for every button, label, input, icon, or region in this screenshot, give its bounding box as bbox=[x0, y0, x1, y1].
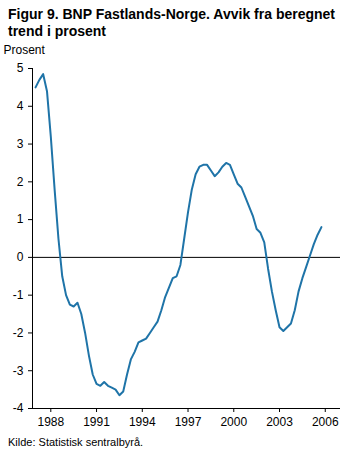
svg-text:3: 3 bbox=[17, 137, 24, 151]
svg-text:-3: -3 bbox=[13, 364, 24, 378]
svg-text:Prosent: Prosent bbox=[4, 43, 46, 57]
svg-text:2006: 2006 bbox=[312, 415, 339, 429]
svg-text:1994: 1994 bbox=[129, 415, 156, 429]
svg-text:1991: 1991 bbox=[83, 415, 110, 429]
svg-text:-4: -4 bbox=[13, 401, 24, 415]
html-text:Figur 9. BNP Fastlands-Norge.: Figur 9. BNP Fastlands-Norge. Avvik fra … bbox=[8, 6, 335, 39]
svg-text:2000: 2000 bbox=[220, 415, 247, 429]
html-text:Kilde: Statistisk sentralbyrå.: Kilde: Statistisk sentralbyrå. bbox=[8, 436, 144, 448]
svg-text:-2: -2 bbox=[13, 326, 24, 340]
svg-text:1: 1 bbox=[17, 212, 24, 226]
svg-text:1997: 1997 bbox=[175, 415, 202, 429]
svg-text:5: 5 bbox=[17, 61, 24, 75]
svg-text:-1: -1 bbox=[13, 288, 24, 302]
svg-text:4: 4 bbox=[17, 99, 24, 113]
svg-text:1988: 1988 bbox=[37, 415, 64, 429]
svg-text:0: 0 bbox=[17, 250, 24, 264]
svg-text:2003: 2003 bbox=[266, 415, 293, 429]
svg-text:2: 2 bbox=[17, 175, 24, 189]
